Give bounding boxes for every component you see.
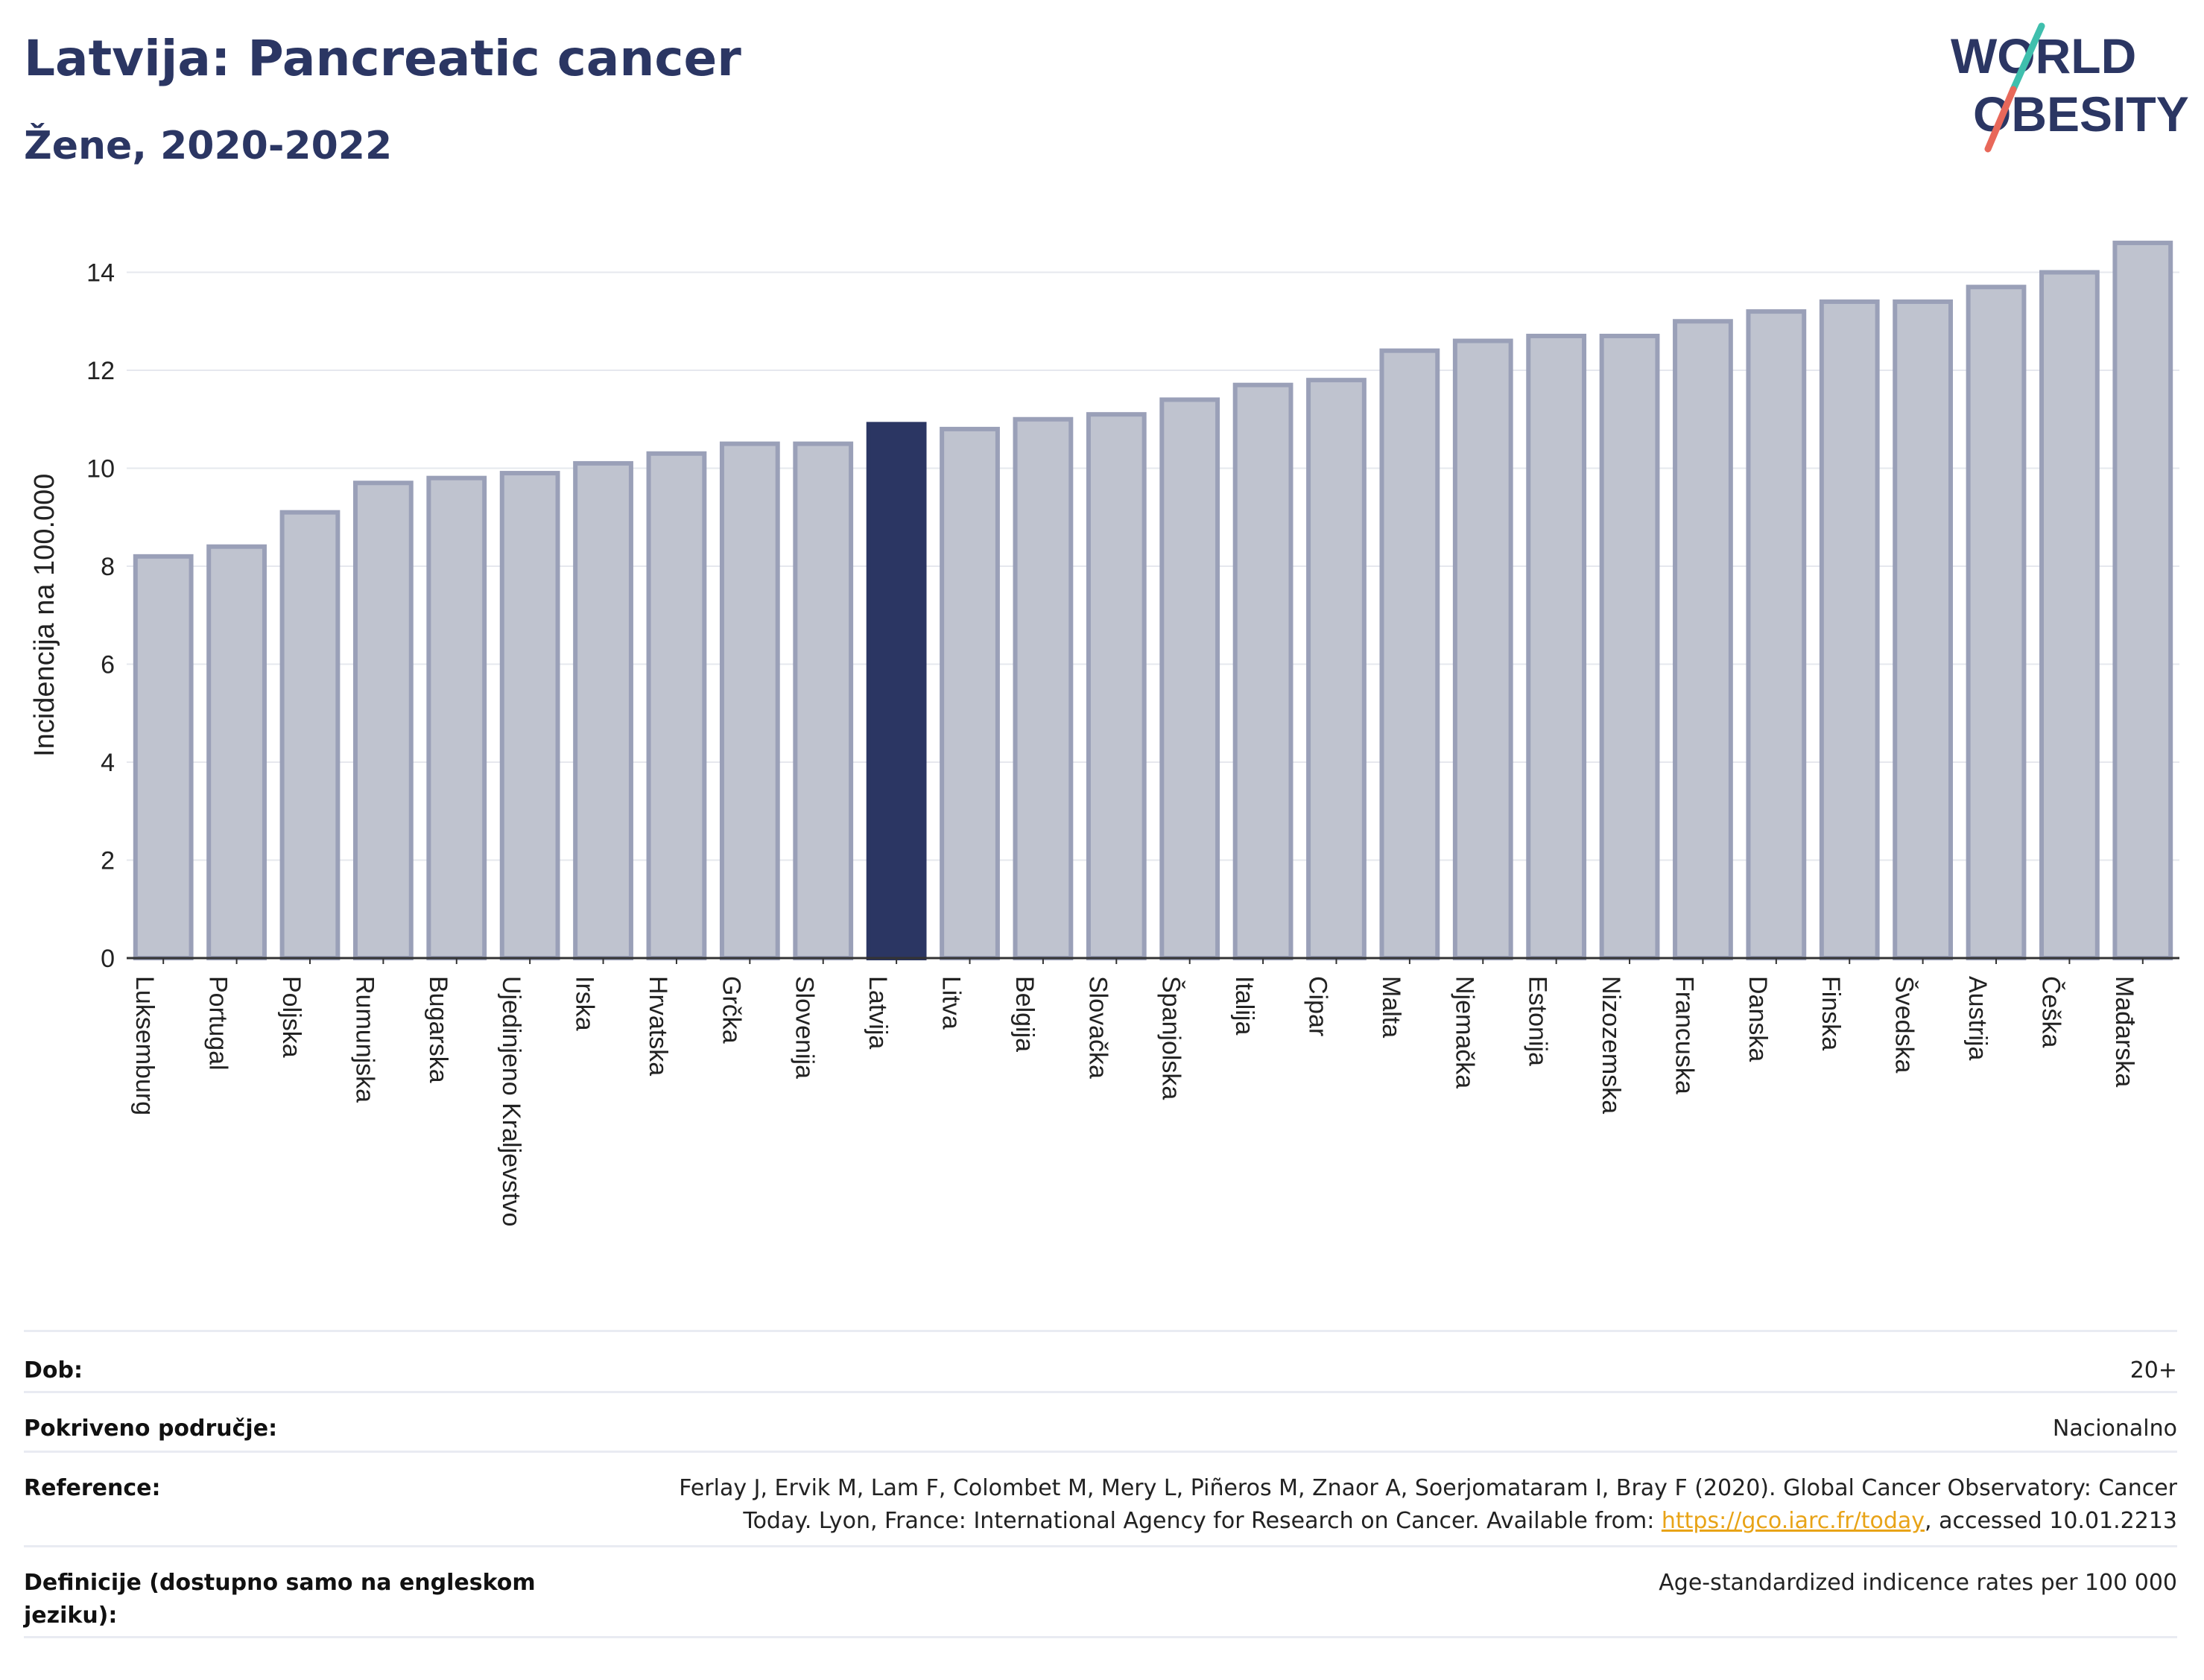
x-tick-label: Španjolska xyxy=(1157,976,1185,1100)
bar-Nizozemska[interactable] xyxy=(1599,333,1660,961)
world-obesity-logo: WORLD OBESITY xyxy=(1951,22,2189,153)
bar-Francuska[interactable] xyxy=(1673,319,1733,960)
info-row-coverage: Pokriveno područje: Nacionalno xyxy=(24,1391,2177,1451)
info-row-definitions: Definicije (dostupno samo na engleskom j… xyxy=(24,1545,2177,1638)
bar-Estonija[interactable] xyxy=(1526,333,1587,961)
bar-Ujedinjeno Kraljevstvo[interactable] xyxy=(499,471,560,960)
x-tick-label: Belgija xyxy=(1010,976,1039,1052)
y-axis-label: Incidencija na 100.000 xyxy=(29,474,60,757)
bar-Belgija[interactable] xyxy=(1013,416,1074,960)
y-tick-label: 4 xyxy=(101,749,115,777)
coverage-label: Pokriveno područje: xyxy=(24,1416,278,1442)
bar-Austrija[interactable] xyxy=(1966,285,2027,961)
y-tick-label: 8 xyxy=(101,553,115,581)
y-tick-label: 2 xyxy=(101,847,115,875)
x-tick-label: Poljska xyxy=(277,976,305,1058)
bars xyxy=(133,241,2173,961)
x-tick-label: Češka xyxy=(2036,976,2065,1047)
x-tick-label: Finska xyxy=(1817,976,1845,1050)
info-table: Dob: 20+ Pokriveno područje: Nacionalno … xyxy=(24,1330,2177,1638)
x-tick-label: Slovačka xyxy=(1083,976,1112,1079)
x-tick-label: Njemačka xyxy=(1450,976,1478,1088)
x-tick-label: Estonija xyxy=(1524,976,1552,1066)
bar-Poljska[interactable] xyxy=(279,510,341,960)
bar-Mađarska[interactable] xyxy=(2112,241,2173,960)
bar-Cipar[interactable] xyxy=(1306,378,1367,960)
reference-value: Ferlay J, Ervik M, Lam F, Colombet M, Me… xyxy=(612,1472,2177,1538)
reference-text: Ferlay J, Ervik M, Lam F, Colombet M, Me… xyxy=(679,1475,2177,1534)
x-tick-label: Portugal xyxy=(204,976,232,1071)
bar-Češka[interactable] xyxy=(2039,270,2100,960)
definitions-value: Age-standardized indicence rates per 100… xyxy=(1659,1570,2177,1596)
bar-Portugal[interactable] xyxy=(206,544,267,960)
bar-Švedska[interactable] xyxy=(1893,299,1954,960)
info-row-reference: Reference: Ferlay J, Ervik M, Lam F, Col… xyxy=(24,1451,2177,1545)
info-row-age: Dob: 20+ xyxy=(24,1330,2177,1391)
reference-label: Reference: xyxy=(24,1475,161,1501)
age-value: 20+ xyxy=(2129,1357,2177,1383)
y-tick-label: 6 xyxy=(101,651,115,679)
chart-subtitle: Žene, 2020-2022 xyxy=(24,124,393,168)
bar-Grčka[interactable] xyxy=(719,441,780,960)
bar-Irska[interactable] xyxy=(573,460,633,960)
x-tick-label: Slovenija xyxy=(791,976,819,1079)
x-tick-label: Ujedinjeno Kraljevstvo xyxy=(497,976,525,1226)
x-tick-label: Danska xyxy=(1744,976,1772,1062)
chart-title: Latvija: Pancreatic cancer xyxy=(24,30,741,87)
bar-Luksemburg[interactable] xyxy=(133,554,194,960)
bar-Španjolska[interactable] xyxy=(1159,397,1220,960)
y-tick-label: 0 xyxy=(101,945,115,973)
bar-Italija[interactable] xyxy=(1232,382,1293,960)
bar-Njemačka[interactable] xyxy=(1452,338,1513,960)
y-tick-label: 10 xyxy=(86,455,115,484)
x-tick-label: Irska xyxy=(571,976,599,1031)
y-tick-label: 12 xyxy=(86,357,115,385)
bar-Slovačka[interactable] xyxy=(1086,412,1147,960)
x-tick-label: Hrvatska xyxy=(644,976,672,1076)
x-tick-label: Bugarska xyxy=(424,976,452,1083)
bar-Bugarska[interactable] xyxy=(426,475,487,960)
y-axis-ticks: 0 2 4 6 8 10 12 14 xyxy=(86,259,115,974)
x-tick-label: Luksemburg xyxy=(130,976,159,1115)
bar-Malta[interactable] xyxy=(1379,348,1440,960)
x-tick-label: Francuska xyxy=(1670,976,1698,1094)
bar-Rumunjska[interactable] xyxy=(352,481,414,960)
x-axis-ticks: Luksemburg Portugal Poljska Rumunjska Bugars… xyxy=(130,958,2144,1226)
x-tick-label: Malta xyxy=(1377,976,1405,1038)
bar-chart: 0 2 4 6 8 10 12 14 Luksemburg Portugal Poljska Rum… xyxy=(29,241,2179,1226)
x-tick-label: Nizozemska xyxy=(1597,976,1625,1114)
x-tick-label: Austrija xyxy=(1963,976,1992,1060)
bar-Latvija[interactable] xyxy=(866,422,927,960)
reference-suffix: , accessed 10.01.2213 xyxy=(1925,1508,2177,1534)
x-tick-label: Litva xyxy=(937,976,966,1030)
bar-Slovenija[interactable] xyxy=(793,441,854,960)
x-tick-label: Rumunjska xyxy=(350,976,379,1103)
x-tick-label: Mađarska xyxy=(2110,976,2138,1087)
x-tick-label: Švedska xyxy=(1890,976,1919,1073)
logo-line1: WORLD xyxy=(1951,28,2136,83)
age-label: Dob: xyxy=(24,1357,83,1383)
x-tick-label: Latvija xyxy=(864,976,892,1049)
bar-Finska[interactable] xyxy=(1819,299,1880,960)
definitions-label: Definicije (dostupno samo na engleskom j… xyxy=(24,1570,536,1629)
y-tick-label: 14 xyxy=(86,259,115,288)
x-tick-label: Cipar xyxy=(1303,976,1331,1036)
x-tick-label: Italija xyxy=(1230,976,1258,1035)
coverage-value: Nacionalno xyxy=(2052,1416,2177,1442)
x-tick-label: Grčka xyxy=(717,976,745,1044)
reference-link[interactable]: https://gco.iarc.fr/today xyxy=(1661,1508,1925,1534)
bar-Litva[interactable] xyxy=(940,426,1000,960)
bar-Hrvatska[interactable] xyxy=(646,451,707,960)
bar-Danska[interactable] xyxy=(1746,309,1807,961)
